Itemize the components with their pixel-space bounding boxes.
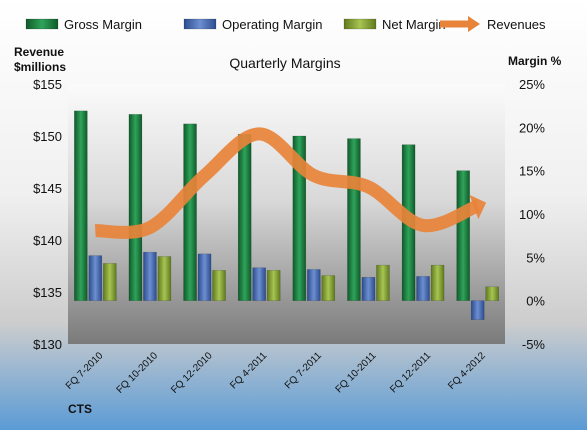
- bar-net-margin: [157, 256, 172, 301]
- revenue-line-layer: [94, 127, 487, 239]
- bar-gross-margin: [456, 170, 470, 301]
- bar-operating-margin: [470, 300, 485, 320]
- right-axis-label: Margin %: [508, 54, 562, 68]
- bar-operating-margin: [252, 267, 266, 301]
- right-tick-label: 15%: [519, 164, 545, 179]
- left-axis-ticks: $130 $135 $140 $145 $150 $155: [33, 77, 62, 352]
- bar-net-margin: [212, 270, 226, 301]
- bar-gross-margin: [128, 114, 143, 301]
- left-tick-label: $155: [33, 77, 62, 92]
- bar-gross-margin: [183, 123, 197, 301]
- left-tick-label: $145: [33, 181, 62, 196]
- left-tick-label: $135: [33, 285, 62, 300]
- legend-label: Revenues: [487, 17, 546, 32]
- left-tick-label: $130: [33, 337, 62, 352]
- right-tick-label: -5%: [522, 337, 546, 352]
- revenue-line-arrowhead: [469, 194, 487, 220]
- left-tick-label: $150: [33, 129, 62, 144]
- right-tick-label: 5%: [526, 250, 545, 265]
- legend-swatch: [25, 18, 59, 30]
- bar-operating-margin: [361, 277, 376, 301]
- right-axis-ticks: -5% 0% 5% 10% 15% 20% 25%: [519, 77, 545, 352]
- left-axis-label-line1: Revenue: [14, 45, 64, 59]
- bar-gross-margin: [292, 135, 307, 301]
- right-tick-label: 20%: [519, 120, 545, 135]
- legend-label: Operating Margin: [222, 17, 322, 32]
- bar-net-margin: [485, 286, 499, 301]
- bar-gross-margin: [347, 138, 361, 301]
- chart-title: Quarterly Margins: [229, 55, 340, 71]
- legend-item-net-margin: Net Margin: [343, 17, 446, 32]
- legend: Gross Margin Operating Margin Net Margin Re…: [25, 16, 546, 32]
- legend-item-operating-margin: Operating Margin: [183, 17, 322, 32]
- legend-swatch: [343, 18, 377, 30]
- bar-operating-margin: [307, 269, 321, 301]
- bar-net-margin: [266, 270, 281, 301]
- company-label: CTS: [68, 402, 92, 416]
- bar-net-margin: [103, 263, 117, 301]
- bar-operating-margin: [197, 253, 212, 301]
- bar-gross-margin: [74, 110, 88, 301]
- left-axis-label-line2: $millions: [14, 60, 66, 74]
- left-tick-label: $140: [33, 233, 62, 248]
- right-tick-label: 0%: [526, 294, 545, 309]
- legend-swatch: [183, 18, 217, 30]
- bar-net-margin: [321, 275, 336, 301]
- bar-operating-margin: [416, 276, 430, 301]
- bar-gross-margin: [237, 134, 252, 301]
- legend-label: Gross Margin: [64, 17, 142, 32]
- right-tick-label: 25%: [519, 77, 545, 92]
- legend-item-revenues: Revenues: [440, 16, 546, 32]
- bar-operating-margin: [143, 251, 157, 301]
- bar-net-margin: [376, 264, 390, 301]
- legend-label: Net Margin: [382, 17, 446, 32]
- right-tick-label: 10%: [519, 207, 545, 222]
- legend-arrowhead: [468, 16, 480, 32]
- revenue-line: [94, 127, 481, 239]
- bar-operating-margin: [88, 255, 103, 301]
- legend-item-gross-margin: Gross Margin: [25, 17, 142, 32]
- bar-net-margin: [430, 264, 445, 301]
